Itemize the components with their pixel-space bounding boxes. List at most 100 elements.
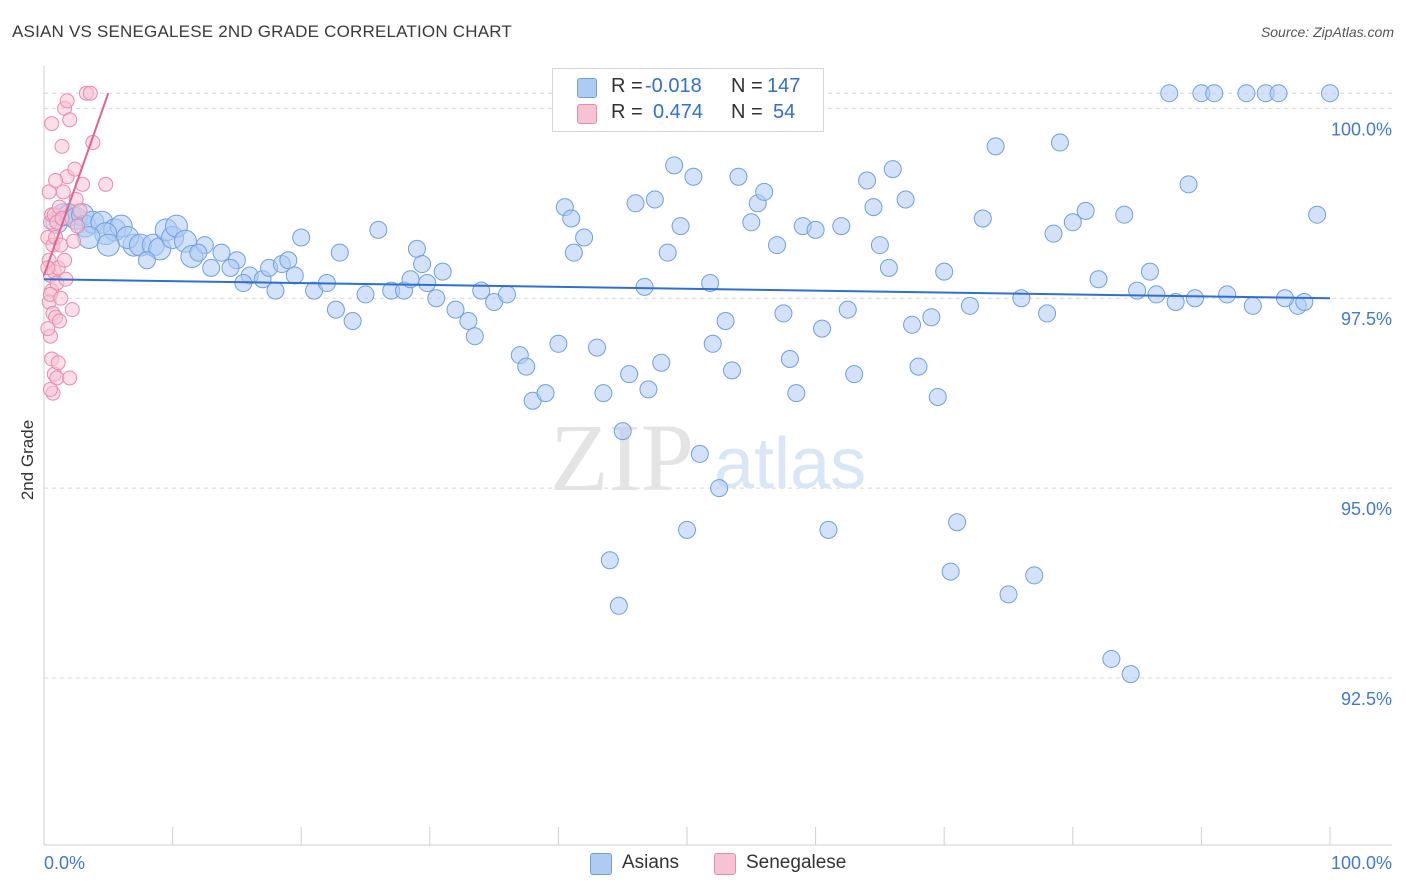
asian-point bbox=[1089, 270, 1108, 289]
asian-point bbox=[780, 349, 799, 368]
y-tick-label: 92.5% bbox=[1341, 689, 1392, 709]
asian-point bbox=[536, 384, 555, 403]
asian-point bbox=[285, 266, 304, 285]
asian-point bbox=[1063, 213, 1082, 232]
asian-point bbox=[221, 258, 240, 277]
asian-point bbox=[465, 327, 484, 346]
asian-point bbox=[941, 562, 960, 581]
bottom-label-asians: Asians bbox=[622, 852, 680, 873]
asian-point bbox=[96, 233, 120, 257]
senegalese-points bbox=[40, 85, 114, 401]
asian-point bbox=[716, 312, 735, 331]
senegalese-point bbox=[48, 173, 64, 189]
legend-n-value: 54 bbox=[773, 101, 796, 123]
tick-labels: 92.5% 95.0% 97.5% 100.0% 0.0% 100.0% bbox=[44, 119, 1392, 873]
asian-point bbox=[1121, 665, 1140, 684]
asian-point bbox=[575, 228, 594, 247]
asian-point bbox=[1237, 84, 1256, 103]
asian-point bbox=[202, 258, 221, 277]
asian-point bbox=[652, 353, 671, 372]
asian-point bbox=[562, 209, 581, 228]
asian-point bbox=[1050, 133, 1069, 152]
asian-point bbox=[1160, 84, 1179, 103]
asian-point bbox=[1038, 304, 1057, 323]
asian-point bbox=[960, 296, 979, 315]
asian-point bbox=[671, 217, 690, 236]
asian-point bbox=[1205, 84, 1224, 103]
senegalese-trend-line bbox=[43, 92, 110, 276]
senegalese-point bbox=[42, 381, 58, 397]
asian-point bbox=[609, 596, 628, 615]
asian-point bbox=[935, 262, 954, 281]
asian-point bbox=[1012, 289, 1031, 308]
asian-point bbox=[517, 357, 536, 376]
x-tick-label: 100.0% bbox=[1331, 853, 1392, 873]
asian-point bbox=[909, 357, 928, 376]
asian-point bbox=[620, 365, 639, 384]
asian-point bbox=[703, 334, 722, 353]
senegalese-point bbox=[62, 112, 78, 128]
watermark: ZIP atlas bbox=[550, 404, 866, 511]
y-axis-label: 2nd Grade bbox=[18, 420, 37, 500]
asian-point bbox=[684, 167, 703, 186]
senegalese-point bbox=[54, 138, 70, 154]
asian-point bbox=[774, 304, 793, 323]
asian-point bbox=[922, 308, 941, 327]
asian-point bbox=[549, 334, 568, 353]
asian-point bbox=[948, 513, 967, 532]
legend-n-label: N = bbox=[731, 101, 763, 123]
asian-point bbox=[838, 300, 857, 319]
asian-point bbox=[879, 258, 898, 277]
asian-point bbox=[645, 190, 664, 209]
asian-point bbox=[832, 217, 851, 236]
asian-point bbox=[1308, 205, 1327, 224]
asian-point bbox=[1076, 201, 1095, 220]
senegalese-point bbox=[66, 233, 82, 249]
asian-point bbox=[742, 213, 761, 232]
asian-point bbox=[755, 182, 774, 201]
asian-point bbox=[189, 243, 208, 262]
senegalese-point bbox=[57, 252, 73, 268]
legend-swatch-senegalese bbox=[577, 104, 597, 124]
asian-point bbox=[369, 220, 388, 239]
asian-point bbox=[497, 285, 516, 304]
asian-point bbox=[701, 274, 720, 293]
asian-point bbox=[864, 198, 883, 217]
asians-trend-line bbox=[43, 278, 1331, 300]
asian-point bbox=[1185, 289, 1204, 308]
stats-legend: R = -0.018 N = 147 R = 0.474 N = 54 bbox=[552, 68, 824, 132]
asian-point bbox=[896, 190, 915, 209]
asian-point bbox=[870, 236, 889, 255]
senegalese-point bbox=[40, 260, 56, 276]
senegalese-point bbox=[59, 93, 75, 109]
senegalese-point bbox=[72, 203, 88, 219]
senegalese-point bbox=[62, 370, 78, 386]
asian-point bbox=[564, 243, 583, 262]
asian-point bbox=[903, 315, 922, 334]
y-tick-label: 97.5% bbox=[1341, 309, 1392, 329]
senegalese-point bbox=[44, 116, 60, 132]
y-tick-label: 95.0% bbox=[1341, 499, 1392, 519]
trend-lines bbox=[43, 92, 1331, 300]
senegalese-point bbox=[50, 355, 66, 371]
asian-point bbox=[587, 338, 606, 357]
asian-point bbox=[594, 384, 613, 403]
asian-point bbox=[635, 277, 654, 296]
asian-point bbox=[928, 387, 947, 406]
legend-swatch-asians bbox=[577, 78, 597, 98]
asian-point bbox=[710, 479, 729, 498]
asian-point bbox=[723, 361, 742, 380]
asian-point bbox=[1140, 262, 1159, 281]
bottom-swatch-senegalese bbox=[714, 853, 736, 875]
asian-point bbox=[613, 422, 632, 441]
senegalese-point bbox=[41, 184, 57, 200]
asian-point bbox=[729, 167, 748, 186]
bottom-label-senegalese: Senegalese bbox=[746, 852, 847, 873]
asian-point bbox=[626, 194, 645, 213]
legend-n-label: N = bbox=[731, 75, 763, 97]
asian-point bbox=[806, 220, 825, 239]
asian-point bbox=[813, 319, 832, 338]
asian-point bbox=[819, 520, 838, 539]
asian-point bbox=[1218, 285, 1237, 304]
